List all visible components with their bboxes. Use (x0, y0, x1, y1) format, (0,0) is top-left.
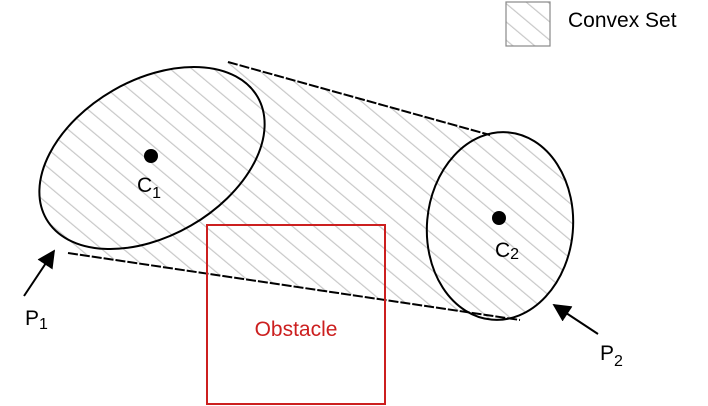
legend-label: Convex Set (568, 9, 677, 32)
label-p2: P2 (600, 342, 623, 370)
label-c2: C2 (495, 239, 519, 263)
center-point-c1 (144, 149, 158, 163)
ellipse-c1 (38, 65, 266, 251)
obstacle-label: Obstacle (255, 318, 338, 341)
arrow-p2 (552, 304, 599, 335)
legend-swatch (505, 1, 551, 47)
hull-top-line (227, 61, 491, 136)
ellipse-c2 (425, 131, 575, 321)
hull-bottom-line (67, 252, 521, 321)
obstacle-box (206, 224, 386, 405)
legend: Convex Set (505, 1, 677, 47)
label-p1: P1 (25, 307, 48, 333)
label-c1: C1 (137, 174, 161, 202)
arrow-p1 (23, 249, 55, 297)
center-point-c2 (492, 211, 506, 225)
